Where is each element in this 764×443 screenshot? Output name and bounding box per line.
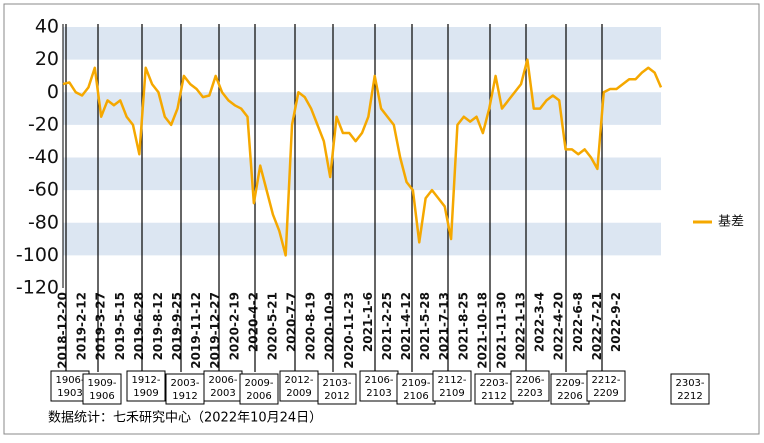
y-tick-label: 20 [35, 48, 59, 70]
x-tick-label: 2021-7-13 [437, 292, 451, 360]
x-tick-label: 2019-3-27 [94, 292, 108, 360]
y-tick-label: 40 [35, 16, 59, 38]
x-tick-label: 2021-10-18 [475, 292, 489, 369]
x-tick-label: 2022-7-21 [590, 292, 604, 360]
series-line [62, 58, 663, 257]
contract-box [317, 373, 357, 405]
y-tick-label: -20 [28, 113, 59, 135]
band [63, 92, 661, 125]
x-tick-label: 2018-12-20 [56, 292, 70, 369]
y-tick-label: -120 [16, 277, 59, 299]
contract-label: 2103-2012 [322, 378, 351, 402]
y-tick-label: 0 [47, 81, 59, 103]
x-tick-label: 2022-1-13 [514, 292, 528, 360]
x-tick-label: 2022-9-2 [609, 292, 623, 352]
x-tick-label: 2019-12-27 [208, 292, 222, 369]
frame [3, 3, 760, 435]
contract-box [432, 370, 472, 402]
contract-label: 2206-2203 [515, 375, 544, 399]
x-tick-label: 2019-2-12 [75, 292, 89, 360]
contract-label: 2009-2006 [244, 378, 273, 402]
x-tick-label: 2021-2-25 [380, 292, 394, 360]
contract-label: 1906-1903 [55, 375, 84, 399]
x-tick-label: 2020-10-9 [323, 292, 337, 360]
contract-label: 2012-2009 [284, 375, 313, 399]
x-tick-label: 2019-11-12 [189, 292, 203, 369]
contract-box [203, 370, 243, 402]
x-tick-label: 2021-1-6 [361, 292, 375, 352]
band [63, 27, 661, 60]
x-tick-label: 2020-11-23 [342, 292, 356, 369]
x-tick-label: 2019-8-12 [151, 292, 165, 360]
x-tick-label: 2019-9-25 [170, 292, 184, 360]
x-tick-label: 2021-8-25 [456, 292, 470, 360]
x-tick-label: 2021-5-28 [418, 292, 432, 360]
contract-box [165, 373, 205, 405]
contract-box [396, 373, 436, 405]
contract-box [279, 370, 319, 402]
contract-label: 1909-1906 [87, 378, 116, 402]
legend-label: 基差 [718, 215, 744, 230]
contract-box [550, 373, 590, 405]
x-tick-label: 2022-3-4 [533, 292, 547, 352]
y-tick-label: -100 [16, 244, 59, 266]
contract-label: 2303-2212 [675, 378, 704, 402]
contract-label: 2109-2106 [401, 378, 430, 402]
x-tick-label: 2022-6-8 [571, 292, 585, 352]
band [63, 222, 661, 256]
x-tick-label: 2019-5-15 [113, 292, 127, 360]
x-tick-label: 2020-5-21 [265, 292, 279, 360]
x-tick-label: 2021-4-12 [399, 292, 413, 360]
x-tick-label: 2020-7-7 [285, 292, 299, 352]
contract-label: 2003-1912 [170, 378, 199, 402]
contract-box [239, 373, 279, 405]
x-tick-label: 2020-8-19 [304, 292, 318, 360]
y-tick-label: -40 [28, 146, 59, 168]
source-note: 数据统计：七禾研究中心（2022年10月24日） [48, 411, 322, 426]
contract-label: 2203-2112 [479, 378, 508, 402]
contract-label: 2112-2109 [437, 375, 466, 399]
x-tick-label: 2022-4-20 [552, 292, 566, 360]
x-tick-label: 2020-2-19 [227, 292, 241, 360]
contract-label: 1912-1909 [131, 375, 160, 399]
x-tick-label: 2021-11-30 [494, 292, 508, 369]
contract-label: 2212-2209 [591, 375, 620, 399]
contract-label: 2209-2206 [555, 378, 584, 402]
y-tick-label: -60 [28, 179, 59, 201]
contract-box [510, 370, 550, 402]
band [63, 157, 661, 191]
contract-box [126, 370, 166, 402]
y-tick-label: -80 [28, 211, 59, 233]
contract-box [670, 373, 710, 405]
contract-label: 2106-2103 [364, 375, 393, 399]
contract-box [82, 373, 122, 405]
x-tick-label: 2020-4-2 [246, 292, 260, 352]
x-tick-label: 2019-6-28 [132, 292, 146, 360]
contract-box [586, 370, 626, 402]
contract-label: 2006-2003 [208, 375, 237, 399]
